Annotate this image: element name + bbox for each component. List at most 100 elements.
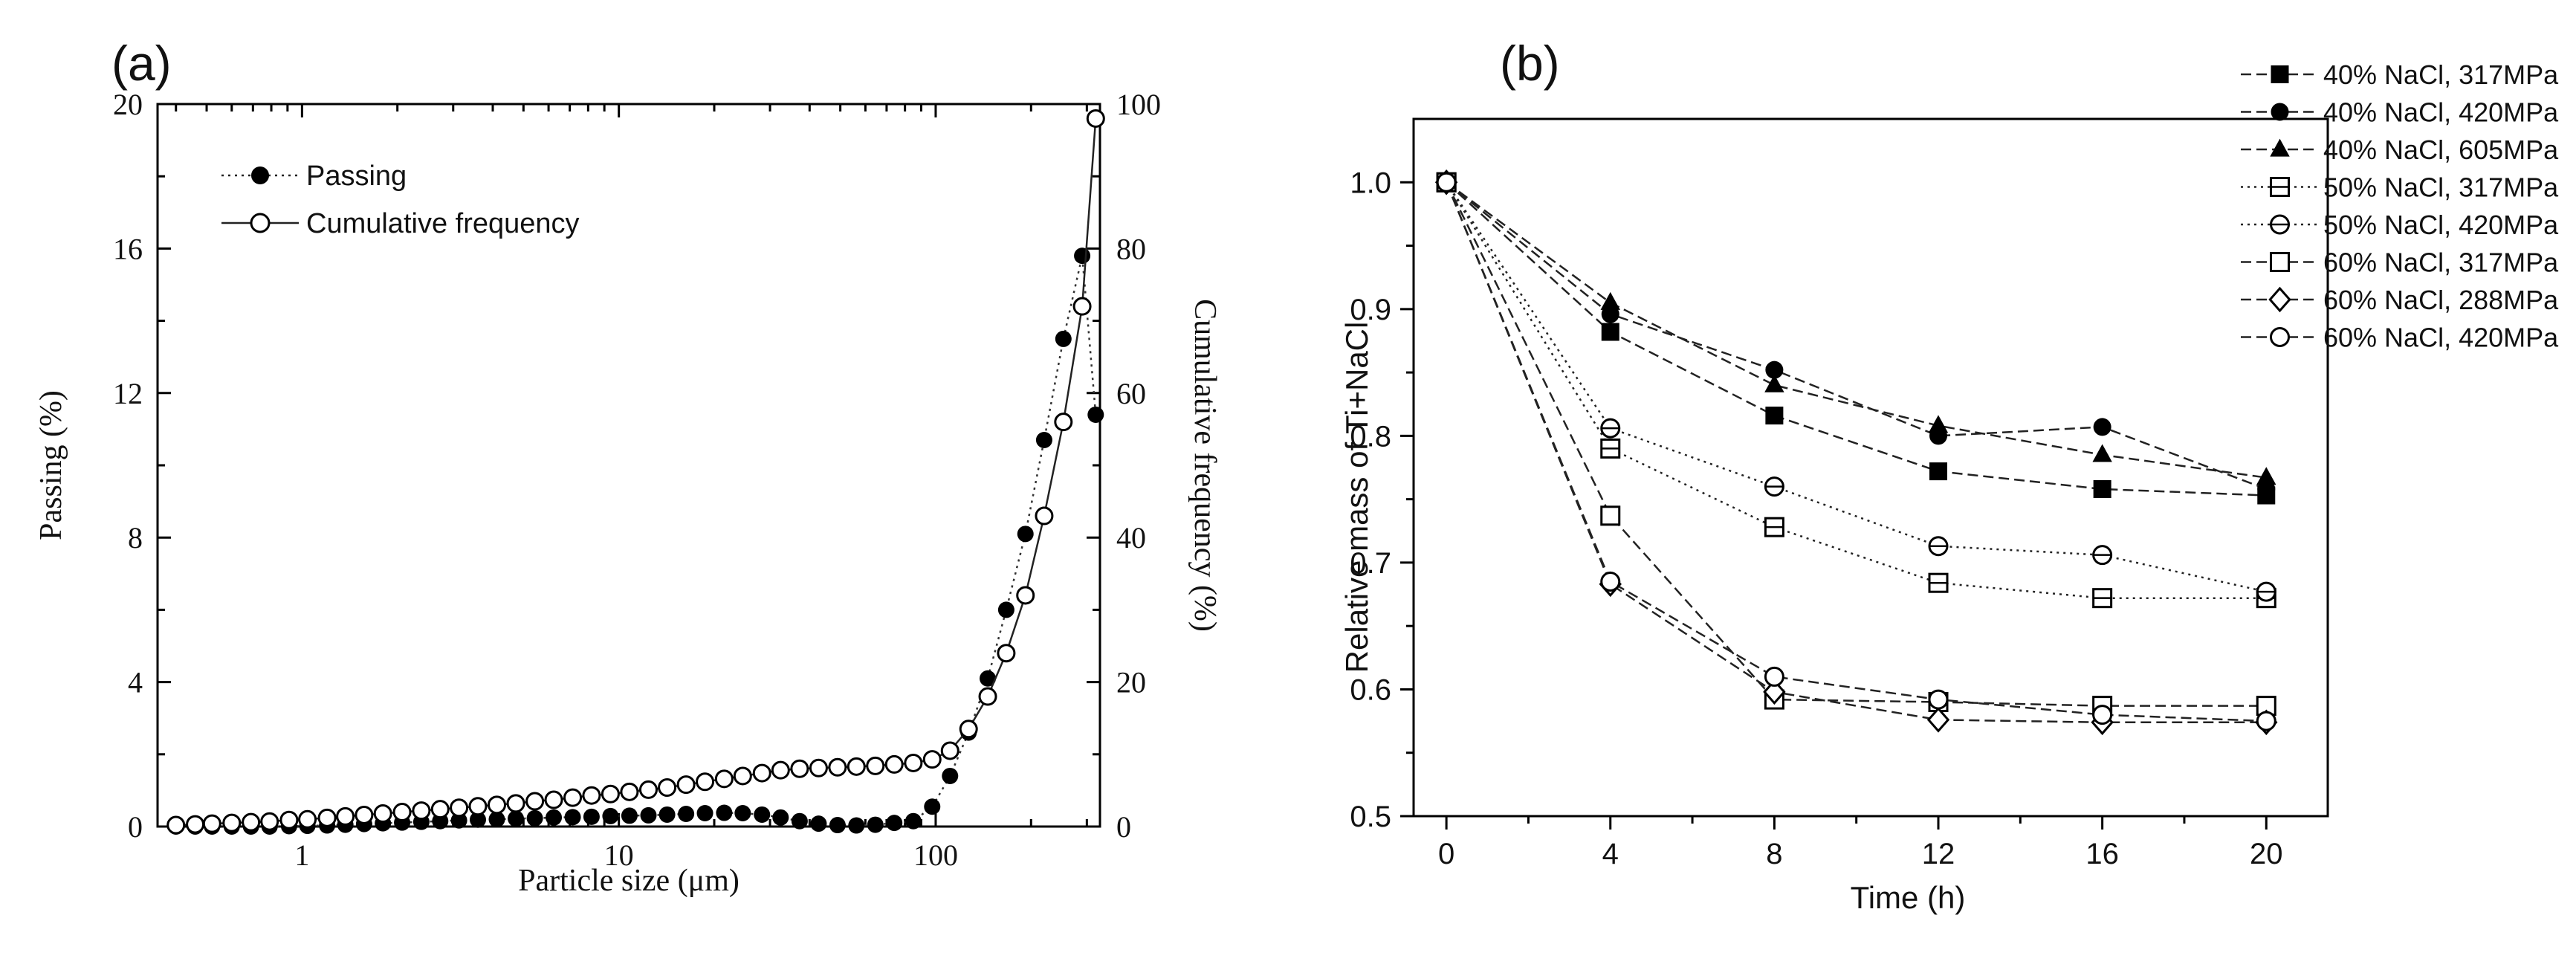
data-point: [658, 778, 677, 798]
data-point: [544, 790, 563, 809]
y-tick-label: 16: [113, 232, 143, 265]
data-point: [355, 805, 374, 824]
x-tick-label: 8: [1766, 838, 1782, 870]
data-point: [638, 780, 658, 799]
data-point: [1765, 407, 1784, 425]
data-point: [2256, 711, 2276, 731]
data-point: [602, 807, 619, 824]
data-point: [904, 812, 922, 830]
y2-tick-label: 20: [1116, 666, 1146, 699]
data-point: [582, 786, 601, 805]
data-point: [1016, 586, 1035, 605]
data-point: [1928, 689, 1949, 710]
data-point: [2092, 705, 2113, 725]
series-cumulative-frequency: [166, 109, 1105, 835]
plot-frame: [156, 103, 1101, 828]
plot-frame: [1412, 117, 2329, 818]
data-point: [1764, 517, 1784, 537]
data-point: [166, 815, 186, 835]
y2-tick-label: 40: [1116, 521, 1146, 554]
data-point: [508, 810, 525, 827]
legend: Passing Cumulative frequency: [221, 161, 580, 239]
data-point: [242, 812, 261, 832]
data-point: [1929, 462, 1948, 481]
data-point: [809, 758, 828, 777]
data-point: [488, 811, 505, 828]
x-tick-label: 100: [913, 838, 958, 872]
legend-marker-50-nacl-317mpa: [2270, 177, 2290, 197]
y-tick-label: 0: [128, 810, 143, 844]
series-50-nacl-420mpa: [1436, 172, 2276, 602]
data-point: [563, 788, 583, 807]
legend-marker-passing: [251, 166, 269, 184]
data-point: [564, 809, 581, 826]
y2-tick-label: 80: [1116, 232, 1146, 265]
x-tick-label: 4: [1602, 838, 1619, 870]
data-point: [1764, 476, 1784, 497]
legend-label-40-nacl-605mpa: 40% NaCl, 605MPa: [2323, 135, 2559, 165]
data-point: [828, 757, 847, 777]
series-40-nacl-317mpa: [1437, 173, 2276, 505]
data-point: [716, 804, 733, 821]
data-point: [298, 809, 317, 829]
x-axis-title: Particle size (μm): [518, 864, 740, 898]
data-point: [884, 754, 904, 774]
data-point: [678, 805, 695, 822]
panel-label: (a): [111, 36, 172, 91]
data-point: [412, 801, 431, 821]
data-point: [1600, 438, 1621, 459]
data-point: [1765, 360, 1784, 379]
data-point: [734, 805, 751, 822]
data-point: [469, 811, 486, 828]
data-point: [601, 784, 620, 804]
data-point: [621, 807, 638, 824]
data-point: [1600, 505, 1621, 526]
data-point: [904, 753, 923, 772]
series-60-nacl-288mpa: [1434, 169, 2278, 736]
legend-label-cumulative-frequency: Cumulative frequency: [306, 208, 580, 239]
data-point: [336, 806, 355, 826]
series-40-nacl-605mpa: [1436, 171, 2276, 485]
data-point: [1436, 172, 1457, 193]
data-point: [772, 809, 789, 826]
data-point: [2093, 479, 2111, 498]
data-point: [959, 720, 978, 739]
data-point: [373, 804, 392, 824]
series-60-nacl-420mpa: [1436, 172, 2276, 731]
panel-label: (b): [1500, 36, 1560, 91]
data-point: [1600, 418, 1621, 439]
x-tick-label: 16: [2085, 838, 2119, 870]
panel-b-relative-mass-chart: (b) 0 4 8 12 16 20 0.5 0.6 0.7 0.8 0.9 1.0 Time (h) Re…: [1339, 36, 2559, 915]
data-point: [506, 794, 525, 813]
data-point: [583, 808, 600, 825]
data-point: [997, 601, 1014, 618]
y-tick-label: 0.6: [1350, 673, 1391, 706]
data-point: [279, 810, 299, 830]
series-40-nacl-420mpa: [1437, 173, 2276, 498]
data-point: [526, 809, 543, 827]
data-point: [922, 750, 942, 769]
data-point: [2256, 467, 2276, 485]
data-point: [847, 757, 866, 776]
x-tick-label: 10: [604, 838, 634, 872]
y2-tick-label: 0: [1116, 810, 1131, 844]
series-line: [1445, 181, 2267, 722]
data-point: [1926, 707, 1950, 733]
data-point: [942, 767, 959, 784]
data-point: [791, 812, 808, 830]
y-tick-label: 12: [113, 377, 143, 410]
data-point: [1928, 536, 1949, 557]
x-tick-label: 20: [2250, 838, 2283, 870]
data-point: [978, 687, 997, 706]
data-point: [186, 815, 205, 834]
x-axis-title: Time (h): [1851, 880, 1966, 915]
y-tick-label: 0.5: [1350, 801, 1391, 833]
data-point: [924, 798, 941, 815]
y-tick-label: 4: [128, 666, 143, 699]
data-point: [658, 806, 676, 823]
legend-label-50-nacl-317mpa: 50% NaCl, 317MPa: [2323, 172, 2559, 203]
x-tick-label: 12: [1922, 838, 1955, 870]
data-point: [1035, 431, 1052, 448]
data-point: [1764, 374, 1784, 392]
legend-label-60-nacl-317mpa: 60% NaCl, 317MPa: [2323, 248, 2559, 278]
